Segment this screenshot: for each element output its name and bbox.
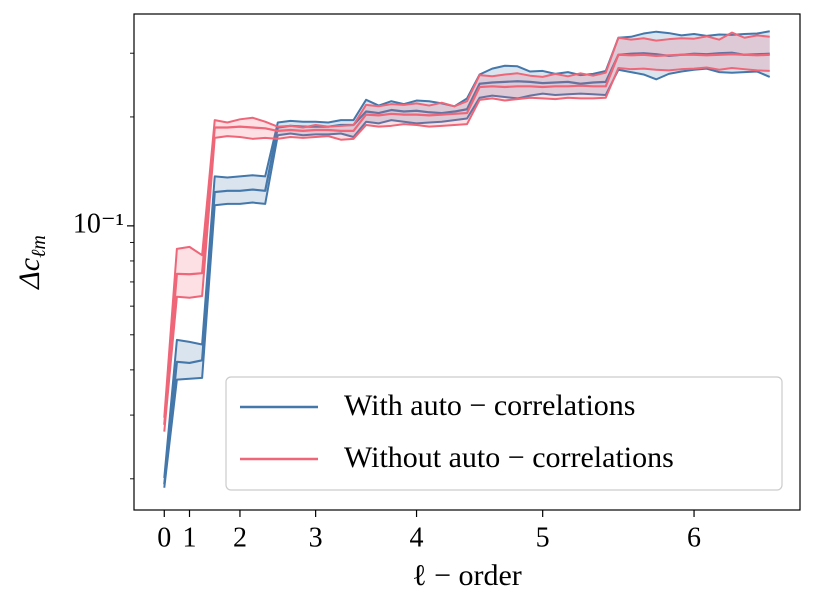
band-edge bbox=[163, 66, 770, 432]
plot-frame bbox=[133, 13, 801, 511]
y-axis-label-main: Δc bbox=[13, 258, 46, 290]
band bbox=[164, 32, 770, 432]
x-tick-label: 5 bbox=[536, 522, 550, 553]
y-tick-label: 10⁻¹ bbox=[73, 208, 124, 239]
x-axis-label: ℓ − order bbox=[412, 559, 522, 592]
series-line bbox=[163, 53, 770, 425]
x-tick-label: 4 bbox=[410, 522, 424, 553]
legend-label: With auto − correlations bbox=[344, 389, 635, 422]
band-edge bbox=[163, 31, 770, 418]
x-tick-label: 2 bbox=[233, 522, 247, 553]
x-tick-label: 0 bbox=[157, 522, 171, 553]
band-edge bbox=[163, 30, 770, 479]
x-tick-label: 1 bbox=[183, 522, 197, 553]
x-tick-label: 6 bbox=[687, 522, 701, 553]
x-tick-label: 3 bbox=[309, 522, 323, 553]
legend-label: Without auto − correlations bbox=[344, 441, 674, 474]
y-axis-label-sub: ℓm bbox=[28, 235, 50, 258]
legend-box bbox=[225, 376, 783, 491]
band-edge bbox=[163, 67, 771, 488]
y-axis-label: Δcℓm bbox=[13, 235, 50, 290]
